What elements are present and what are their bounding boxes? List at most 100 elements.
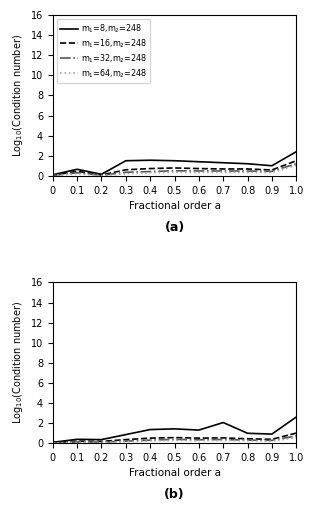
m$_1$=8,m$_2$=248 — [270, 163, 274, 169]
Line: m$_1$=16,m$_2$=248: m$_1$=16,m$_2$=248 — [53, 433, 296, 443]
m$_1$=16,m$_2$=248 — [295, 430, 298, 436]
m$_1$=64,m$_2$=248 — [173, 169, 176, 176]
m$_1$=64,m$_2$=248 — [221, 437, 225, 443]
m$_1$=64,m$_2$=248 — [75, 170, 79, 177]
m$_1$=32,m$_2$=248 — [197, 168, 201, 174]
m$_1$=16,m$_2$=248 — [295, 157, 298, 164]
Y-axis label: Log$_{10}$(Condition number): Log$_{10}$(Condition number) — [11, 301, 25, 424]
m$_1$=32,m$_2$=248 — [197, 437, 201, 443]
m$_1$=64,m$_2$=248 — [173, 437, 176, 443]
m$_1$=64,m$_2$=248 — [246, 438, 249, 444]
m$_1$=32,m$_2$=248 — [51, 440, 55, 446]
m$_1$=16,m$_2$=248 — [51, 440, 55, 446]
m$_1$=8,m$_2$=248 — [124, 431, 128, 438]
m$_1$=32,m$_2$=248 — [246, 168, 249, 174]
m$_1$=8,m$_2$=248 — [197, 427, 201, 433]
m$_1$=32,m$_2$=248 — [75, 439, 79, 445]
m$_1$=16,m$_2$=248 — [246, 166, 249, 172]
m$_1$=32,m$_2$=248 — [295, 161, 298, 167]
X-axis label: Fractional order a: Fractional order a — [129, 201, 220, 211]
m$_1$=64,m$_2$=248 — [75, 439, 79, 445]
m$_1$=8,m$_2$=248 — [100, 171, 103, 177]
m$_1$=8,m$_2$=248 — [148, 426, 152, 433]
m$_1$=8,m$_2$=248 — [221, 420, 225, 426]
m$_1$=8,m$_2$=248 — [270, 431, 274, 437]
Line: m$_1$=64,m$_2$=248: m$_1$=64,m$_2$=248 — [53, 165, 296, 176]
m$_1$=64,m$_2$=248 — [270, 169, 274, 176]
m$_1$=16,m$_2$=248 — [173, 165, 176, 171]
m$_1$=32,m$_2$=248 — [221, 436, 225, 442]
m$_1$=16,m$_2$=248 — [124, 437, 128, 443]
m$_1$=64,m$_2$=248 — [100, 439, 103, 445]
m$_1$=16,m$_2$=248 — [148, 435, 152, 441]
m$_1$=8,m$_2$=248 — [75, 166, 79, 172]
m$_1$=64,m$_2$=248 — [197, 438, 201, 444]
m$_1$=32,m$_2$=248 — [270, 168, 274, 175]
Y-axis label: Log$_{10}$(Condition number): Log$_{10}$(Condition number) — [11, 34, 25, 157]
m$_1$=32,m$_2$=248 — [270, 437, 274, 443]
m$_1$=16,m$_2$=248 — [270, 436, 274, 442]
m$_1$=32,m$_2$=248 — [148, 437, 152, 443]
m$_1$=8,m$_2$=248 — [124, 157, 128, 164]
Line: m$_1$=16,m$_2$=248: m$_1$=16,m$_2$=248 — [53, 161, 296, 175]
m$_1$=32,m$_2$=248 — [100, 439, 103, 445]
m$_1$=16,m$_2$=248 — [51, 172, 55, 178]
m$_1$=8,m$_2$=248 — [295, 149, 298, 155]
m$_1$=16,m$_2$=248 — [124, 167, 128, 173]
m$_1$=32,m$_2$=248 — [148, 168, 152, 175]
m$_1$=64,m$_2$=248 — [246, 169, 249, 176]
m$_1$=8,m$_2$=248 — [75, 436, 79, 442]
m$_1$=64,m$_2$=248 — [197, 169, 201, 176]
Line: m$_1$=32,m$_2$=248: m$_1$=32,m$_2$=248 — [53, 436, 296, 443]
m$_1$=16,m$_2$=248 — [75, 168, 79, 175]
m$_1$=64,m$_2$=248 — [124, 439, 128, 445]
m$_1$=8,m$_2$=248 — [51, 439, 55, 445]
m$_1$=32,m$_2$=248 — [173, 436, 176, 442]
m$_1$=32,m$_2$=248 — [100, 172, 103, 178]
m$_1$=16,m$_2$=248 — [148, 165, 152, 171]
m$_1$=32,m$_2$=248 — [173, 168, 176, 174]
m$_1$=16,m$_2$=248 — [100, 438, 103, 444]
m$_1$=64,m$_2$=248 — [100, 172, 103, 179]
Line: m$_1$=8,m$_2$=248: m$_1$=8,m$_2$=248 — [53, 152, 296, 175]
m$_1$=16,m$_2$=248 — [221, 166, 225, 172]
m$_1$=8,m$_2$=248 — [197, 159, 201, 165]
m$_1$=32,m$_2$=248 — [124, 438, 128, 444]
m$_1$=8,m$_2$=248 — [173, 157, 176, 164]
m$_1$=32,m$_2$=248 — [221, 168, 225, 174]
m$_1$=8,m$_2$=248 — [100, 437, 103, 443]
m$_1$=16,m$_2$=248 — [75, 438, 79, 444]
Legend: m$_1$=8,m$_2$=248, m$_1$=16,m$_2$=248, m$_1$=32,m$_2$=248, m$_1$=64,m$_2$=248: m$_1$=8,m$_2$=248, m$_1$=16,m$_2$=248, m… — [57, 19, 150, 83]
m$_1$=64,m$_2$=248 — [270, 438, 274, 444]
m$_1$=32,m$_2$=248 — [51, 172, 55, 179]
m$_1$=16,m$_2$=248 — [197, 165, 201, 171]
m$_1$=16,m$_2$=248 — [100, 172, 103, 178]
m$_1$=32,m$_2$=248 — [75, 170, 79, 176]
m$_1$=32,m$_2$=248 — [246, 437, 249, 443]
m$_1$=8,m$_2$=248 — [246, 430, 249, 436]
m$_1$=16,m$_2$=248 — [270, 167, 274, 173]
m$_1$=32,m$_2$=248 — [295, 433, 298, 439]
m$_1$=16,m$_2$=248 — [197, 435, 201, 441]
m$_1$=32,m$_2$=248 — [124, 169, 128, 176]
m$_1$=8,m$_2$=248 — [173, 426, 176, 432]
m$_1$=16,m$_2$=248 — [221, 435, 225, 441]
m$_1$=64,m$_2$=248 — [124, 170, 128, 177]
m$_1$=64,m$_2$=248 — [148, 438, 152, 444]
m$_1$=16,m$_2$=248 — [246, 436, 249, 442]
m$_1$=64,m$_2$=248 — [51, 440, 55, 446]
Line: m$_1$=64,m$_2$=248: m$_1$=64,m$_2$=248 — [53, 438, 296, 443]
Text: (a): (a) — [164, 221, 185, 234]
m$_1$=64,m$_2$=248 — [148, 170, 152, 176]
Text: (b): (b) — [164, 488, 185, 501]
m$_1$=8,m$_2$=248 — [51, 171, 55, 178]
X-axis label: Fractional order a: Fractional order a — [129, 468, 220, 479]
m$_1$=64,m$_2$=248 — [221, 169, 225, 176]
m$_1$=64,m$_2$=248 — [295, 162, 298, 168]
m$_1$=64,m$_2$=248 — [295, 435, 298, 441]
m$_1$=8,m$_2$=248 — [221, 160, 225, 166]
m$_1$=8,m$_2$=248 — [295, 414, 298, 420]
m$_1$=16,m$_2$=248 — [173, 435, 176, 441]
Line: m$_1$=8,m$_2$=248: m$_1$=8,m$_2$=248 — [53, 417, 296, 442]
m$_1$=64,m$_2$=248 — [51, 172, 55, 179]
